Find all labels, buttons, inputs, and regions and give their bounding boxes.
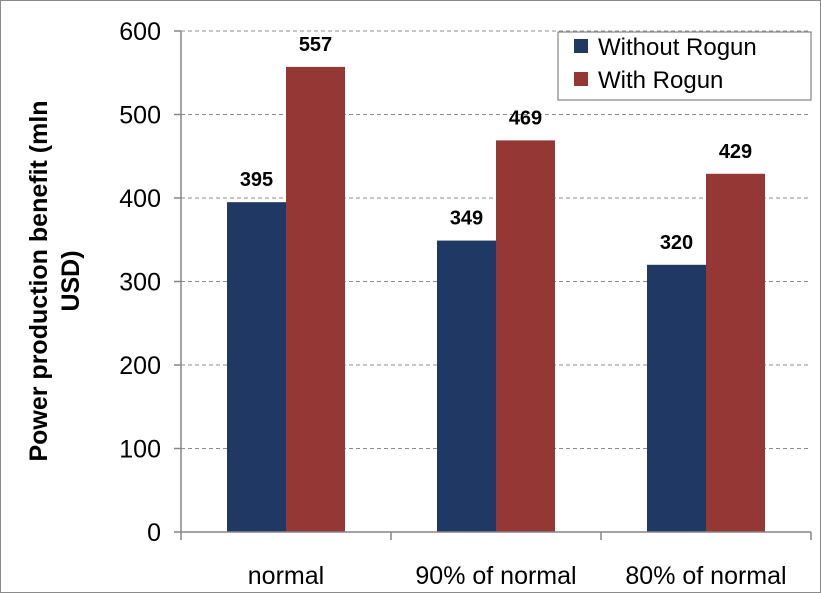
legend-swatch-without-rogun (574, 39, 588, 53)
y-tick-label-200: 200 (119, 352, 161, 380)
bar-without-rogun-2 (647, 264, 706, 532)
bar-with-rogun-0 (286, 66, 345, 532)
y-tick-label-0: 0 (147, 519, 161, 547)
x-tick-label-2: 80% of normal (625, 562, 786, 590)
y-tick-label-300: 300 (119, 269, 161, 297)
y-axis-title: Power production benefit (mln USD) (25, 100, 85, 461)
x-tick-label-1: 90% of normal (415, 562, 576, 590)
y-tick-label-600: 600 (119, 18, 161, 46)
bars (227, 66, 765, 533)
legend-label-without-rogun: Without Rogun (598, 34, 757, 61)
bar-with-rogun-2 (706, 173, 765, 532)
y-axis-title-line-2: USD) (57, 250, 85, 311)
data-label-1-0: 557 (299, 34, 332, 56)
data-label-0-0: 395 (240, 169, 273, 191)
data-label-1-1: 469 (509, 107, 542, 129)
bar-without-rogun-0 (227, 202, 286, 533)
data-label-0-2: 320 (660, 232, 693, 254)
data-label-0-1: 349 (450, 208, 483, 230)
y-tick-labels: 0 100 200 300 400 500 600 (119, 18, 161, 547)
y-tick-label-500: 500 (119, 102, 161, 130)
y-axis-title-line-1: Power production benefit (mln (25, 100, 53, 461)
legend-box (557, 31, 812, 101)
legend-label-with-rogun: With Rogun (598, 67, 723, 94)
legend: Without Rogun With Rogun (557, 31, 812, 101)
axes (174, 30, 812, 540)
y-tick-label-100: 100 (119, 436, 161, 464)
legend-swatch-with-rogun (574, 72, 588, 86)
bar-without-rogun-1 (437, 240, 496, 532)
x-tick-labels: normal 90% of normal 80% of normal (248, 562, 787, 590)
data-labels: 395 557 349 469 320 429 (240, 34, 752, 254)
bar-with-rogun-1 (496, 140, 555, 532)
y-tick-label-400: 400 (119, 185, 161, 213)
x-tick-label-0: normal (248, 562, 324, 590)
data-label-1-2: 429 (719, 141, 752, 163)
